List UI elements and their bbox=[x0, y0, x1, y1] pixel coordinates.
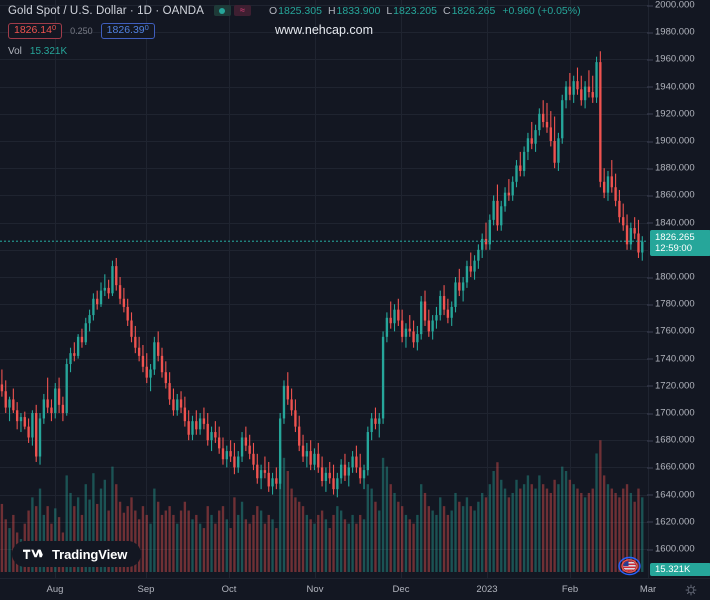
time-axis-tick: Feb bbox=[561, 584, 579, 595]
price-axis-tick: 1620.000 bbox=[647, 516, 695, 527]
chart-grid bbox=[0, 0, 648, 578]
chart-plot-area[interactable] bbox=[0, 0, 648, 578]
price-axis-tick: 1840.000 bbox=[647, 217, 695, 228]
price-axis-tick: 1720.000 bbox=[647, 380, 695, 391]
last-price-value: 1826.265 bbox=[655, 232, 695, 244]
price-axis-tick: 1880.000 bbox=[647, 163, 695, 174]
time-axis-tick: Dec bbox=[392, 584, 410, 595]
price-axis-tick: 1900.000 bbox=[647, 136, 695, 147]
time-axis-tick: Mar bbox=[639, 584, 657, 595]
price-axis-tick: 1960.000 bbox=[647, 54, 695, 65]
legend-quote-row: 1826.14 0 0.250 1826.39 0 bbox=[8, 23, 581, 39]
volume-axis-tag[interactable]: 15.321K bbox=[650, 563, 710, 576]
time-axis-tick: Nov bbox=[306, 584, 324, 595]
us-flag-icon[interactable] bbox=[618, 556, 641, 576]
spread-value: 0.250 bbox=[70, 26, 93, 36]
price-axis-tick: 1740.000 bbox=[647, 353, 695, 364]
price-axis-tick: 1640.000 bbox=[647, 489, 695, 500]
price-axis-tick: 1980.000 bbox=[647, 27, 695, 38]
price-axis-tick: 2000.000 bbox=[647, 0, 695, 11]
time-axis-tick: 2023 bbox=[476, 584, 498, 595]
price-axis-tick: 1780.000 bbox=[647, 299, 695, 310]
price-axis[interactable]: 1826.265 12:59:00 15.321K 2000.000 1980.0… bbox=[647, 0, 710, 578]
price-axis-tick: 1940.000 bbox=[647, 81, 695, 92]
price-axis-tick: 1920.000 bbox=[647, 108, 695, 119]
time-axis[interactable]: Aug Sep Oct Nov Dec 2023 Feb Mar bbox=[0, 578, 710, 600]
price-axis-tick: 1760.000 bbox=[647, 326, 695, 337]
price-axis-tick: 1680.000 bbox=[647, 435, 695, 446]
time-axis-tick: Aug bbox=[46, 584, 64, 595]
volume-tag-value: 15.321K bbox=[655, 564, 691, 575]
bid-price-button[interactable]: 1826.14 0 bbox=[8, 23, 63, 39]
candlestick-series bbox=[0, 51, 648, 572]
price-axis-tick: 1700.000 bbox=[647, 408, 695, 419]
last-price-tag[interactable]: 1826.265 12:59:00 bbox=[650, 230, 710, 257]
price-axis-tick: 1800.000 bbox=[647, 272, 695, 283]
gear-icon[interactable] bbox=[685, 584, 697, 596]
tradingview-mark-icon bbox=[23, 548, 45, 561]
time-axis-tick: Oct bbox=[221, 584, 237, 595]
price-axis-tick: 1600.000 bbox=[647, 544, 695, 555]
ask-price-button[interactable]: 1826.39 0 bbox=[100, 23, 155, 39]
tradingview-logo[interactable]: TradingView bbox=[12, 541, 142, 567]
price-axis-tick: 1860.000 bbox=[647, 190, 695, 201]
last-price-time: 12:59:00 bbox=[655, 243, 692, 255]
time-axis-tick: Sep bbox=[137, 584, 155, 595]
price-axis-tick: 1660.000 bbox=[647, 462, 695, 473]
tradingview-logo-text: TradingView bbox=[52, 546, 128, 562]
